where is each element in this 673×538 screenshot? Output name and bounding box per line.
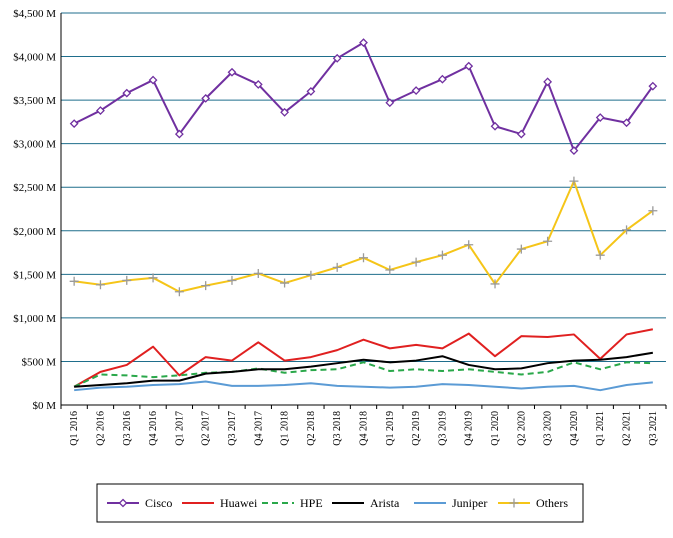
series-layer bbox=[69, 38, 658, 392]
data-point-others bbox=[201, 281, 211, 291]
data-point-others bbox=[174, 287, 184, 297]
data-point-cisco bbox=[516, 129, 526, 139]
data-point-cisco bbox=[201, 93, 211, 103]
data-point-others bbox=[95, 280, 105, 290]
x-tick-label: Q4 2019 bbox=[464, 411, 475, 446]
y-tick-label: $1,500 M bbox=[13, 269, 56, 281]
legend-label-hpe: HPE bbox=[300, 496, 323, 510]
data-point-cisco bbox=[227, 67, 237, 77]
y-tick-label: $4,000 M bbox=[13, 52, 56, 64]
legend-label-cisco: Cisco bbox=[145, 496, 172, 510]
data-point-others bbox=[148, 273, 158, 283]
data-point-cisco bbox=[69, 119, 79, 129]
x-tick-label: Q3 2018 bbox=[332, 411, 343, 446]
grid-layer bbox=[61, 12, 666, 406]
data-point-others bbox=[595, 250, 605, 260]
y-tick-label: $0 M bbox=[32, 400, 56, 412]
legend-label-arista: Arista bbox=[370, 496, 400, 510]
y-tick-label: $4,500 M bbox=[13, 8, 56, 20]
data-point-cisco bbox=[464, 61, 474, 71]
y-tick-label: $2,000 M bbox=[13, 226, 56, 238]
series-line-arista bbox=[74, 351, 654, 388]
y-tick-label: $3,500 M bbox=[13, 95, 56, 107]
legend: Cisco Huawei HPE Arista Juniper Others bbox=[96, 483, 584, 523]
legend-label-others: Others bbox=[536, 496, 568, 510]
data-point-cisco bbox=[332, 53, 342, 63]
x-tick-label: Q3 2019 bbox=[437, 411, 448, 446]
x-tick-label: Q3 2020 bbox=[543, 411, 554, 446]
series-line-hpe bbox=[73, 361, 653, 388]
data-point-cisco bbox=[96, 106, 105, 115]
data-point-others bbox=[332, 262, 342, 272]
data-point-cisco bbox=[411, 86, 421, 95]
x-tick-label: Q2 2021 bbox=[622, 411, 633, 446]
legend-label-juniper: Juniper bbox=[452, 496, 487, 510]
x-tick-label: Q2 2019 bbox=[411, 411, 422, 446]
data-point-others bbox=[69, 276, 79, 286]
data-point-others bbox=[306, 270, 316, 280]
data-point-cisco bbox=[490, 121, 500, 131]
data-point-others bbox=[648, 206, 658, 216]
x-tick-label: Q1 2020 bbox=[490, 411, 501, 446]
x-tick-label: Q4 2016 bbox=[148, 411, 159, 446]
series-line-huawei bbox=[73, 328, 654, 388]
data-point-others bbox=[385, 265, 395, 275]
y-tick-label: $3,000 M bbox=[13, 139, 56, 151]
x-tick-label: Q2 2018 bbox=[306, 411, 317, 446]
data-point-others bbox=[437, 250, 447, 260]
x-tick-label: Q1 2017 bbox=[174, 411, 185, 446]
data-point-others bbox=[122, 275, 132, 285]
data-point-others bbox=[490, 279, 500, 289]
x-tick-label: Q4 2020 bbox=[569, 411, 580, 446]
y-tick-label: $2,500 M bbox=[13, 182, 56, 194]
data-point-cisco bbox=[148, 75, 158, 85]
x-tick-label: Q1 2018 bbox=[280, 411, 291, 446]
x-tick-label: Q2 2017 bbox=[201, 411, 212, 446]
x-tick-label: Q2 2016 bbox=[95, 411, 106, 446]
axis-layer: $0 M $500 M $1,000 M $1,500 M $2,000 M $2,500… bbox=[13, 8, 667, 446]
y-tick-label: $1,000 M bbox=[13, 313, 56, 325]
data-point-cisco bbox=[280, 107, 290, 117]
data-point-others bbox=[543, 236, 553, 246]
series-line-juniper bbox=[74, 380, 653, 392]
data-point-cisco bbox=[306, 86, 316, 96]
data-point-others bbox=[253, 268, 263, 278]
data-point-cisco bbox=[437, 74, 447, 84]
data-point-cisco bbox=[622, 118, 631, 128]
series-line-others bbox=[74, 180, 654, 293]
data-point-cisco bbox=[595, 113, 605, 122]
data-point-others bbox=[622, 225, 632, 235]
x-tick-label: Q4 2018 bbox=[359, 411, 370, 446]
data-point-cisco bbox=[122, 88, 132, 98]
data-point-cisco bbox=[569, 146, 579, 156]
legend-label-huawei: Huawei bbox=[220, 496, 258, 510]
x-tick-label: Q2 2020 bbox=[516, 411, 527, 446]
series-line-cisco bbox=[73, 41, 654, 152]
x-tick-label: Q1 2019 bbox=[385, 411, 396, 446]
data-point-cisco bbox=[385, 98, 395, 108]
x-tick-label: Q3 2016 bbox=[122, 411, 133, 446]
x-tick-label: Q4 2017 bbox=[253, 411, 264, 446]
y-tick-label: $500 M bbox=[21, 356, 56, 368]
data-point-cisco bbox=[253, 80, 263, 89]
data-point-others bbox=[569, 176, 579, 186]
data-point-others bbox=[411, 257, 421, 267]
legend-marker-cisco bbox=[118, 498, 128, 508]
data-point-others bbox=[227, 275, 237, 285]
data-point-cisco bbox=[648, 81, 658, 91]
data-point-others bbox=[464, 240, 474, 250]
x-tick-label: Q1 2021 bbox=[595, 411, 606, 446]
data-point-cisco bbox=[174, 129, 184, 139]
legend-marker-others bbox=[509, 498, 519, 508]
data-point-others bbox=[280, 278, 290, 288]
x-tick-label: Q3 2021 bbox=[648, 411, 659, 446]
x-tick-label: Q1 2016 bbox=[69, 411, 80, 446]
data-point-others bbox=[359, 253, 368, 263]
data-point-cisco bbox=[543, 77, 553, 87]
data-point-cisco bbox=[359, 38, 368, 48]
data-point-others bbox=[516, 244, 526, 254]
x-tick-label: Q3 2017 bbox=[227, 411, 238, 446]
